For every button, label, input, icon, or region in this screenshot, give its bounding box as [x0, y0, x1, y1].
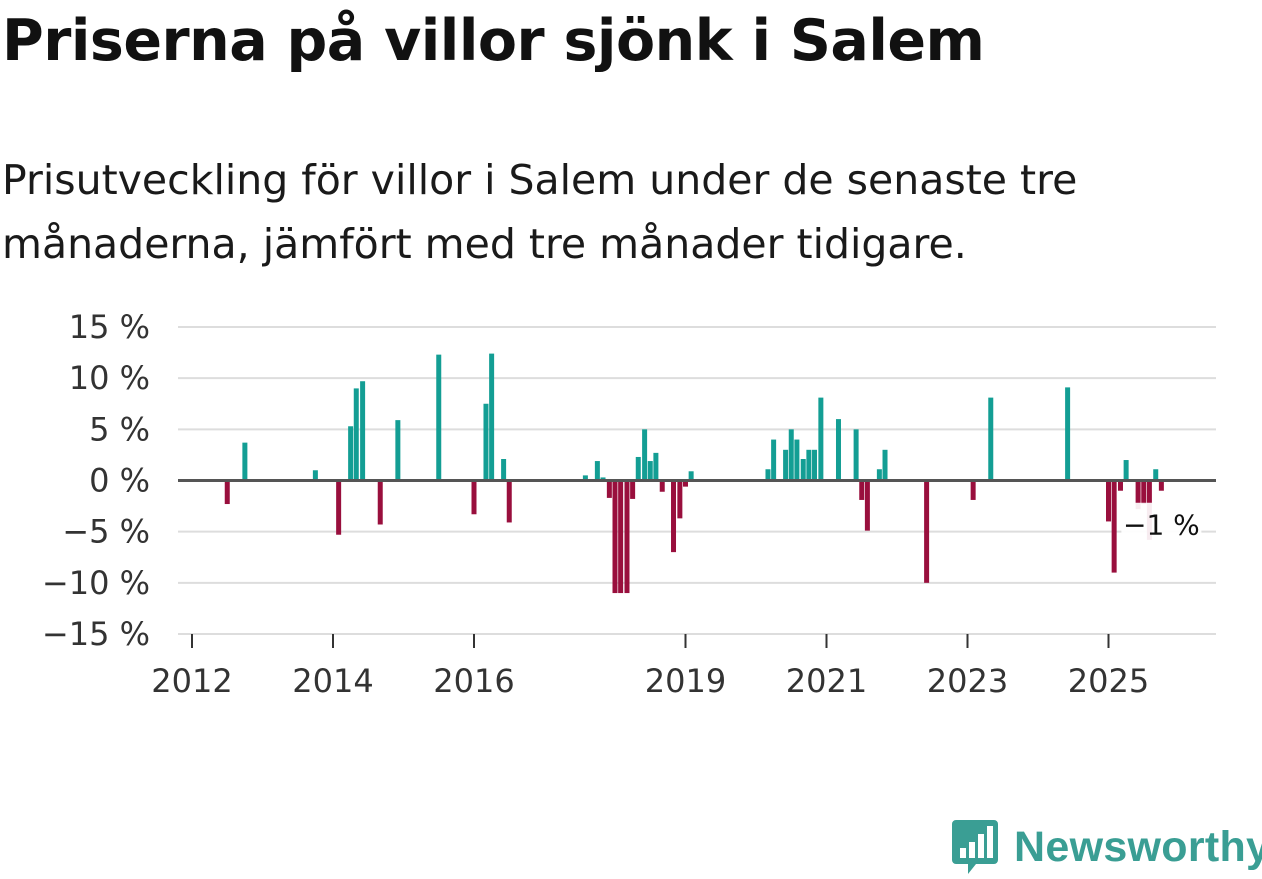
bar	[624, 480, 630, 594]
x-tick-label: 2019	[645, 662, 726, 700]
bar	[630, 480, 636, 499]
bar	[483, 403, 489, 481]
bar	[594, 461, 600, 481]
bar	[1111, 480, 1117, 573]
bar	[612, 480, 618, 594]
bar	[242, 442, 248, 481]
bar	[1117, 480, 1123, 491]
y-tick-label: 10 %	[69, 359, 150, 397]
bar	[970, 480, 976, 500]
bar	[924, 480, 930, 583]
bar	[224, 480, 230, 505]
x-tick-label: 2016	[433, 662, 514, 700]
newsworthy-logo-icon	[952, 820, 998, 874]
bar	[1141, 480, 1147, 505]
bar	[395, 420, 401, 481]
x-axis: 2012 2014 2016 2019 2021 2023 2025	[151, 634, 1149, 700]
bar	[818, 397, 824, 481]
bar	[348, 426, 354, 481]
bar	[812, 449, 818, 481]
bar	[377, 480, 383, 525]
bars	[224, 353, 1164, 594]
bar	[864, 480, 870, 531]
bar	[688, 471, 694, 481]
bar	[501, 459, 507, 481]
bar	[606, 480, 612, 498]
y-tick-label: −10 %	[42, 564, 150, 602]
brand-name: Newsworthy	[1014, 822, 1262, 871]
y-tick-label: 15 %	[69, 308, 150, 346]
bar	[1123, 460, 1129, 481]
bar	[671, 480, 677, 553]
y-axis: 15 % 10 % 5 % 0 % −5 % −10 % −15 %	[42, 308, 150, 653]
chart-title: Priserna på villor sjönk i Salem	[2, 8, 985, 74]
bar	[436, 354, 442, 481]
bar	[800, 459, 806, 481]
bar	[794, 439, 800, 481]
bar	[859, 480, 865, 500]
y-tick-label: 5 %	[89, 410, 150, 448]
bar	[806, 449, 812, 481]
bar	[1158, 480, 1164, 491]
bar	[876, 469, 882, 481]
x-tick-label: 2025	[1068, 662, 1149, 700]
bar	[336, 480, 342, 535]
bar	[600, 477, 606, 481]
bar	[489, 353, 495, 481]
bar	[618, 480, 624, 594]
bar	[312, 470, 318, 481]
bar	[1135, 480, 1141, 510]
brand-logo: Newsworthy	[950, 818, 1262, 876]
bar	[988, 397, 994, 481]
bar	[835, 419, 841, 481]
annotation-background	[1121, 502, 1202, 543]
bar	[659, 480, 665, 492]
annotation-label: −1 %	[1123, 509, 1200, 542]
bar	[506, 480, 512, 523]
bar	[642, 429, 648, 481]
bar	[853, 429, 859, 481]
x-tick-label: 2023	[927, 662, 1008, 700]
bar-chart: 15 %10 %5 %0 %−5 %−10 %−15 % 2012 2014 201…	[42, 308, 1216, 700]
bar	[635, 456, 641, 481]
y-tick-label: −5 %	[62, 513, 150, 551]
bar	[783, 449, 789, 481]
x-tick-label: 2014	[292, 662, 373, 700]
bar	[582, 475, 588, 481]
bar	[677, 480, 683, 519]
x-tick-label: 2021	[786, 662, 867, 700]
bar	[647, 461, 653, 481]
bar	[471, 480, 477, 515]
bar	[1106, 480, 1111, 522]
y-tick-label: 0 %	[89, 462, 150, 500]
bar	[360, 381, 366, 481]
x-tick-label: 2012	[151, 662, 232, 700]
bar	[771, 439, 777, 481]
bar	[653, 452, 659, 481]
bar	[1153, 469, 1159, 481]
chart-subtitle: Prisutveckling för villor i Salem under …	[2, 156, 1078, 268]
bar	[683, 480, 688, 487]
bar	[1065, 387, 1071, 481]
bar	[765, 469, 771, 481]
bar	[788, 429, 794, 481]
y-tick-label: −15 %	[42, 615, 150, 653]
annotation-group: −1 %	[1121, 502, 1202, 543]
bar	[353, 388, 359, 481]
bar	[882, 449, 888, 481]
